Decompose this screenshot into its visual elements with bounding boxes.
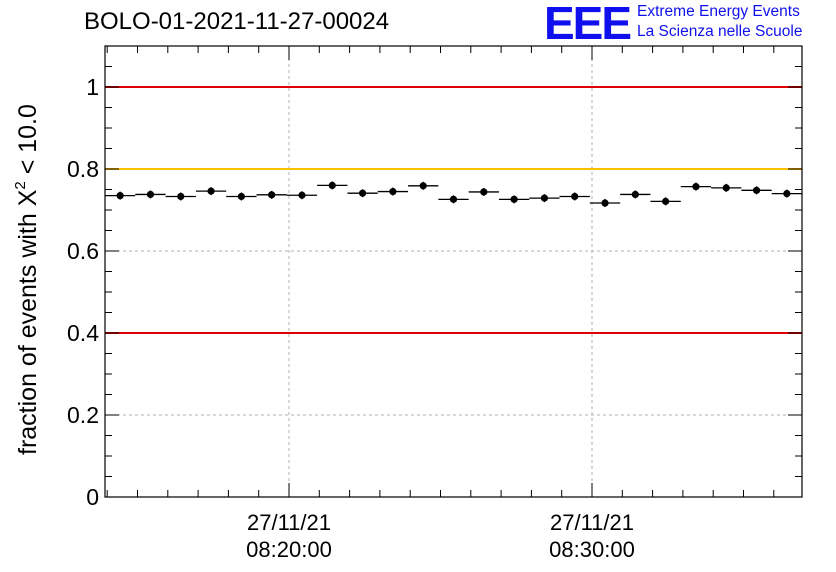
y-tick-label: 0.6 (67, 238, 99, 264)
chart-title: BOLO-01-2021-11-27-00024 (84, 8, 390, 35)
data-point (571, 192, 579, 201)
logo-line-1: Extreme Energy Events (637, 3, 800, 20)
data-point (298, 191, 306, 199)
eee-logo-mark: EEE (544, 0, 632, 49)
data-point (389, 187, 397, 196)
x-tick-date: 27/11/21 (246, 510, 331, 535)
data-point (358, 189, 367, 197)
y-axis-label-sup: 2 (12, 181, 29, 190)
data-point (722, 184, 730, 192)
data-point (692, 183, 700, 191)
y-tick-label: 0.2 (67, 402, 99, 428)
y-tick-label: 0.4 (67, 320, 99, 346)
x-tick-label: 27/11/21 08:20:00 (219, 509, 359, 563)
data-point (268, 191, 276, 199)
data-point (510, 195, 518, 203)
data-point (631, 190, 639, 199)
x-tick-label: 27/11/21 08:30:00 (522, 509, 662, 563)
logo-line-2: La Scienza nelle Scuole (637, 23, 803, 40)
y-tick-label: 0.8 (67, 156, 99, 182)
data-point (480, 188, 488, 196)
data-point (328, 181, 336, 189)
data-point (752, 186, 761, 194)
y-tick-label: 1 (86, 74, 99, 100)
plot-area (105, 46, 802, 497)
data-point (116, 192, 124, 200)
x-tick-date: 27/11/21 (549, 510, 634, 535)
data-point (662, 197, 670, 205)
data-point (540, 194, 549, 202)
data-point (449, 195, 458, 203)
data-point (419, 182, 427, 190)
data-point (177, 192, 185, 201)
y-axis-label: fraction of events with X2 < 10.0 (12, 104, 43, 455)
data-point (601, 199, 609, 207)
y-axis-label-suffix: < 10.0 (14, 104, 42, 182)
x-tick-time: 08:20:00 (246, 537, 332, 562)
data-point (146, 190, 155, 199)
x-tick-time: 08:30:00 (549, 537, 635, 562)
data-point (237, 192, 245, 201)
y-tick-label: 0 (86, 484, 99, 510)
data-point (783, 190, 791, 198)
data-point (207, 187, 215, 195)
eee-logo: EEE Extreme Energy Events La Scienza nel… (542, 0, 832, 49)
y-axis-label-prefix: fraction of events with X (14, 189, 42, 455)
